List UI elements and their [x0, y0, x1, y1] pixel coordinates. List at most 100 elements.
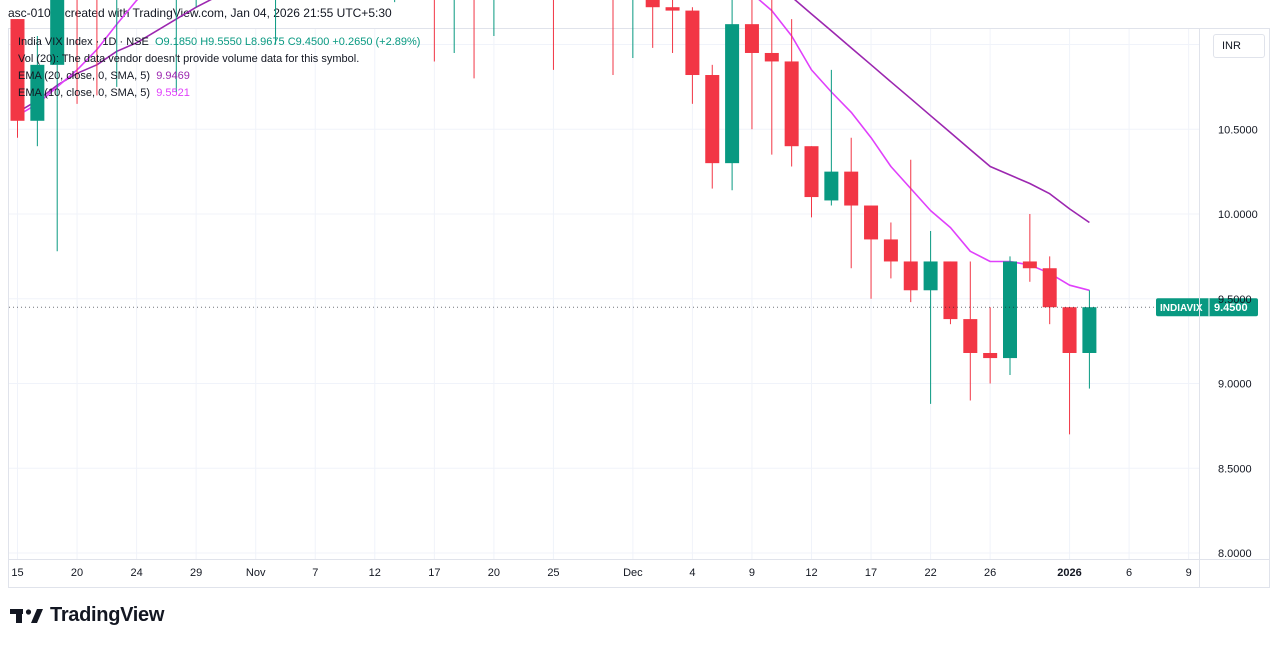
candle [1042, 256, 1057, 325]
x-tick-label: 29 [190, 567, 202, 579]
candle [744, 0, 759, 130]
candle [784, 19, 799, 167]
price-axis: 8.00008.50009.00009.500010.000010.500011… [1199, 29, 1258, 587]
chart-caption: asc-010-1 created with TradingView.com, … [8, 6, 392, 20]
x-tick-label: 20 [71, 567, 83, 579]
candle-body [50, 0, 65, 65]
candle [30, 36, 45, 147]
x-tick-label: 17 [428, 567, 440, 579]
x-tick-label: 9 [1186, 567, 1192, 579]
last-price-label: INDIAVIX 9.4500 [1156, 298, 1258, 317]
candle [394, 0, 396, 3]
candle [453, 0, 455, 53]
candle [96, 0, 98, 96]
candle-body [10, 19, 25, 121]
legend-ema20-label[interactable]: EMA (20, close, 0, SMA, 5) [18, 70, 151, 82]
legend-open: O9.1850 [154, 36, 198, 48]
candle [473, 0, 475, 79]
x-tick-label: 4 [689, 567, 695, 579]
x-tick-label: 26 [984, 567, 996, 579]
candle [1022, 214, 1037, 282]
candle-body [705, 75, 720, 164]
candle [195, 0, 197, 8]
y-tick-label: 8.5000 [1218, 463, 1252, 475]
last-price-ticker: INDIAVIX [1160, 303, 1203, 314]
candle-body [744, 24, 759, 53]
y-tick-label: 9.0000 [1218, 379, 1252, 391]
candle [844, 137, 859, 269]
candle-body [1082, 307, 1097, 353]
tradingview-logo-icon [10, 608, 43, 623]
candle [983, 307, 998, 384]
candle [433, 0, 435, 62]
candle-body [1003, 261, 1017, 359]
x-tick-label: 24 [130, 567, 142, 579]
candle-body [1022, 261, 1037, 269]
candle [764, 0, 779, 155]
tradingview-logo: TradingView [10, 604, 164, 627]
candle-body [844, 171, 859, 206]
y-tick-label: 10.5000 [1218, 124, 1258, 136]
legend-ema10-value: 9.5521 [156, 87, 190, 99]
candle [1082, 290, 1097, 389]
legend-volume-note: Vol (20): The data vendor doesn't provid… [18, 53, 360, 65]
candle [493, 0, 495, 37]
candle [705, 64, 720, 189]
candle [175, 0, 177, 92]
candle-body [864, 205, 879, 240]
x-tick-label: 20 [488, 567, 500, 579]
candle [725, 0, 740, 191]
last-price-line: INDIAVIX 9.4500 [9, 298, 1258, 317]
candle-body [824, 171, 839, 201]
candle-body [983, 352, 998, 359]
candle [645, 0, 660, 48]
x-tick-label: 12 [805, 567, 817, 579]
candle [903, 159, 918, 303]
candle-body [804, 146, 819, 198]
tradingview-logo-text: TradingView [50, 604, 165, 626]
last-price-value: 9.4500 [1214, 302, 1248, 314]
legend-symbol[interactable]: India VIX Index · 1D · NSE [18, 36, 149, 48]
chart-legend: India VIX Index · 1D · NSE O9.1850 H9.55… [18, 34, 420, 102]
candle [116, 0, 118, 87]
candle [963, 261, 978, 401]
candles-layer [10, 0, 1097, 435]
x-tick-label: 17 [865, 567, 877, 579]
candle [864, 205, 879, 299]
time-axis: 15 20 24 29 Nov 7 12 17 20 25 Dec 4 9 12 17 22 26 2026 6 9 [9, 559, 1269, 579]
x-tick-label: 12 [369, 567, 381, 579]
legend-ema20-value: 9.9469 [156, 70, 190, 82]
candle-body [903, 261, 918, 291]
candle [1003, 256, 1017, 376]
candle [552, 0, 554, 70]
candle-body [665, 7, 680, 11]
candle [804, 146, 819, 218]
chart-frame [8, 28, 1270, 588]
candle-body [963, 319, 978, 353]
legend-change: +0.2650 (+2.89%) [332, 36, 421, 48]
x-tick-label: 15 [11, 567, 23, 579]
candle-body [943, 261, 958, 320]
candle-body [784, 61, 799, 147]
legend-ema10-label[interactable]: EMA (10, close, 0, SMA, 5) [18, 87, 151, 99]
candle-body [883, 239, 898, 262]
candle [10, 19, 25, 138]
legend-high: H9.5550 [200, 36, 242, 48]
y-tick-label: 9.5000 [1218, 294, 1252, 306]
last-price-label-bg [1156, 298, 1258, 317]
currency-button[interactable]: INR [1213, 34, 1265, 58]
legend-close: C9.4500 [287, 36, 330, 48]
candle [665, 0, 680, 53]
candle-body [764, 52, 779, 62]
candle [824, 69, 839, 206]
x-tick-label: 22 [924, 567, 936, 579]
x-tick-label: 25 [547, 567, 559, 579]
candle-body [30, 64, 45, 121]
legend-low: L8.9675 [244, 36, 285, 48]
x-tick-label: 7 [312, 567, 318, 579]
candle [632, 0, 634, 59]
candle [612, 0, 614, 76]
x-tick-label: 9 [749, 567, 755, 579]
y-tick-label: 8.0000 [1218, 548, 1252, 560]
